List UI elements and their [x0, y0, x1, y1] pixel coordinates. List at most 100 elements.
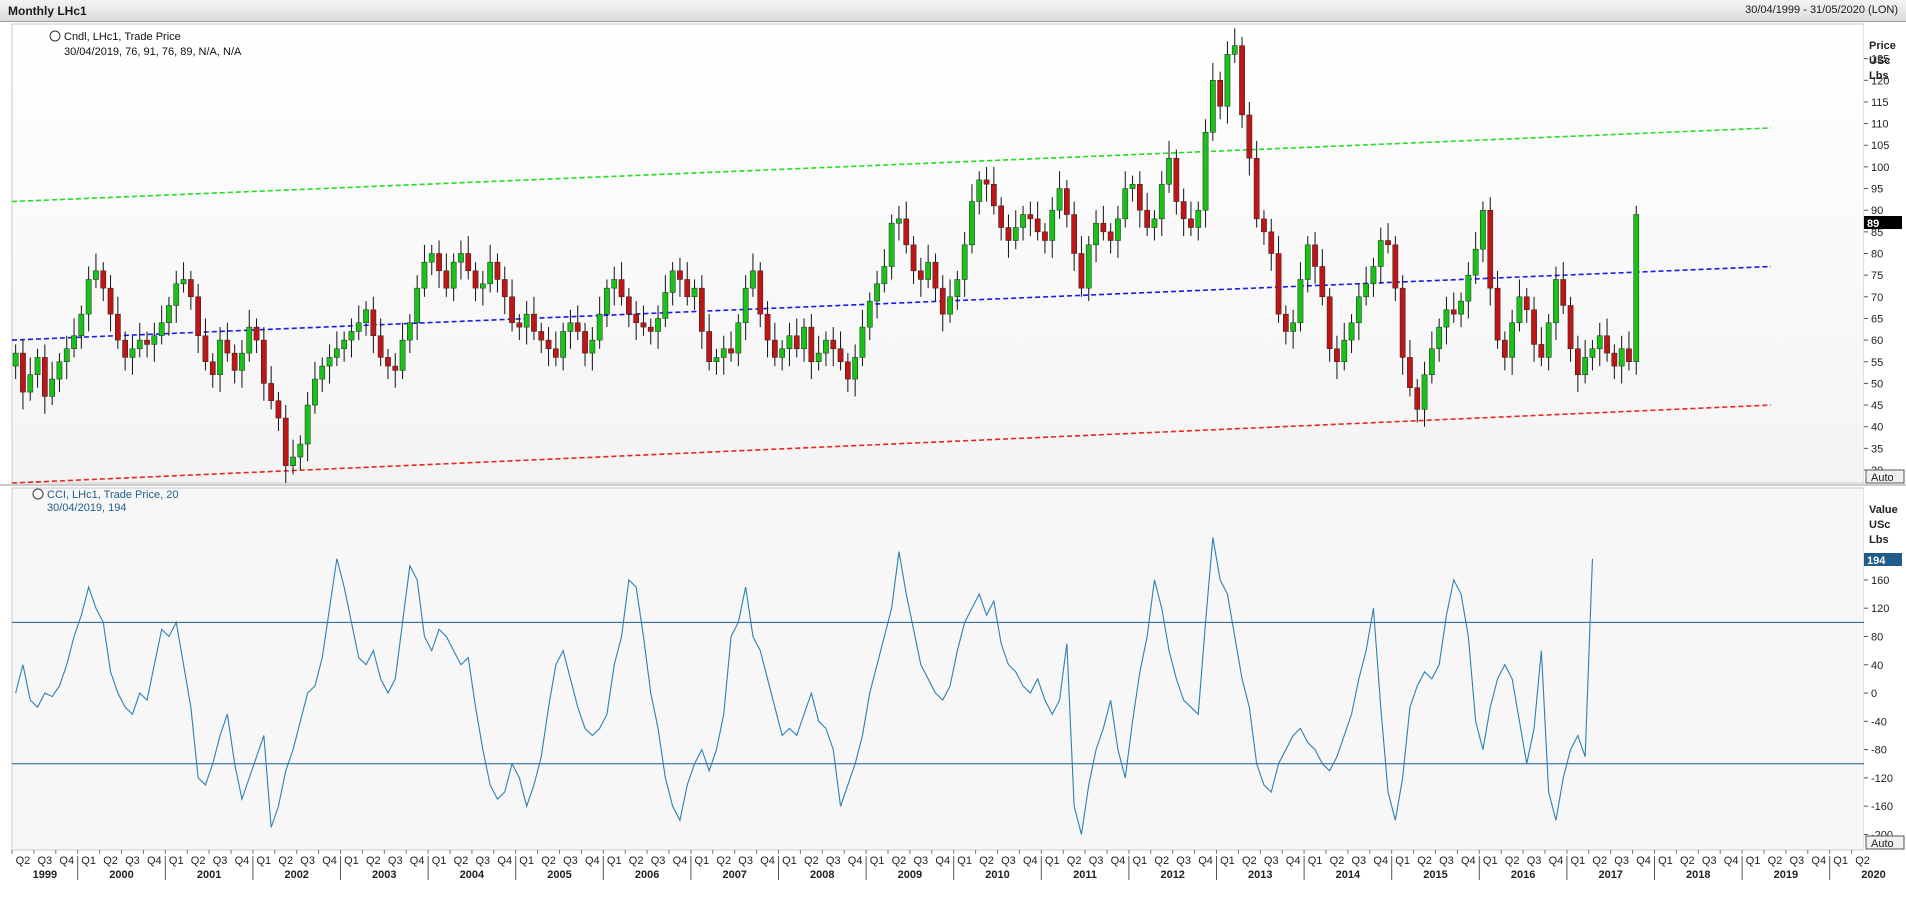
- price-legend-icon[interactable]: [49, 30, 61, 42]
- quarter-label: Q4: [497, 855, 512, 867]
- quarter-label: Q3: [125, 855, 140, 867]
- candle-body: [27, 374, 34, 393]
- quarter-label: Q4: [1111, 855, 1126, 867]
- quarter-label: Q3: [1790, 855, 1805, 867]
- quarter-label: Q2: [1242, 855, 1257, 867]
- cci-legend-icon[interactable]: [32, 488, 44, 500]
- quarter-label: Q1: [81, 855, 96, 867]
- price-ytick-label: 70: [1871, 292, 1883, 304]
- candle-body: [1042, 231, 1048, 241]
- quarter-label: Q2: [366, 855, 381, 867]
- year-label: 2016: [1511, 869, 1535, 881]
- candle-body: [757, 270, 764, 315]
- candle-body: [377, 335, 384, 358]
- candle-body: [1399, 287, 1406, 358]
- trend-line-middle: [11, 265, 1772, 341]
- quarter-label: Q1: [1045, 855, 1060, 867]
- price-legend[interactable]: Cndl, LHc1, Trade Price 30/04/2019, 76, …: [49, 30, 242, 58]
- candle-body: [494, 261, 501, 280]
- candle-body: [1188, 218, 1194, 228]
- cci-legend[interactable]: CCI, LHc1, Trade Price, 20 30/04/2019, 1…: [32, 488, 178, 514]
- candle-body: [1217, 80, 1224, 107]
- candle-body: [1085, 244, 1092, 289]
- candle-body: [596, 313, 603, 341]
- quarter-label: Q2: [278, 855, 293, 867]
- candle-body: [684, 279, 691, 298]
- cci-auto-button[interactable]: Auto: [1865, 835, 1905, 850]
- candle-body: [611, 279, 618, 289]
- candle-body: [1034, 218, 1041, 233]
- price-last-badge: [1864, 216, 1902, 229]
- candle-body: [735, 322, 742, 354]
- candle-body: [881, 266, 888, 285]
- candle-body: [538, 331, 545, 341]
- candle-body: [1100, 222, 1107, 233]
- candle-body: [932, 261, 939, 289]
- price-ytick-label: 115: [1871, 97, 1889, 109]
- candle-body: [1560, 279, 1567, 306]
- year-label: 2009: [898, 869, 922, 881]
- candle-body: [224, 339, 231, 354]
- price-axis-title-3: Lbs: [1869, 70, 1889, 82]
- candle-body: [173, 283, 180, 306]
- candle-body: [275, 400, 282, 419]
- cci-ytick-label: 80: [1871, 631, 1883, 643]
- year-label: 2014: [1336, 869, 1361, 881]
- candle-body: [290, 456, 296, 466]
- quarter-label: Q4: [935, 855, 950, 867]
- cci-ytick-label: 40: [1871, 660, 1883, 672]
- candle-body: [837, 348, 844, 363]
- candle-body: [567, 322, 574, 332]
- year-label: 2018: [1686, 869, 1710, 881]
- quarter-label: Q2: [1505, 855, 1520, 867]
- candle-body: [1480, 209, 1486, 250]
- price-axis-bg: [1864, 24, 1906, 483]
- trend-line-lower: [11, 404, 1772, 484]
- candle-body: [472, 270, 479, 289]
- candle-body: [297, 443, 304, 458]
- year-label: 2010: [985, 869, 1009, 881]
- quarter-label: Q2: [716, 855, 731, 867]
- candle-body: [158, 322, 165, 337]
- year-label: 2017: [1598, 869, 1622, 881]
- candle-body: [1553, 279, 1559, 324]
- quarter-label: Q3: [1527, 855, 1542, 867]
- candle-body: [501, 279, 508, 298]
- candle-body: [574, 322, 581, 332]
- candle-body: [815, 352, 822, 363]
- chart-canvas[interactable]: 3035404550556065707580859095100105110115…: [0, 22, 1906, 899]
- price-ytick-label: 35: [1871, 443, 1883, 455]
- quarter-label: Q4: [1811, 855, 1826, 867]
- candle-body: [1268, 231, 1275, 254]
- quarter-label: Q3: [1702, 855, 1717, 867]
- candle-body: [1377, 240, 1384, 267]
- candle-body: [1005, 227, 1012, 241]
- quarter-label: Q2: [1154, 855, 1169, 867]
- candle-body: [516, 322, 523, 328]
- quarter-label: Q2: [979, 855, 994, 867]
- cci-axis-bg: [1864, 488, 1906, 850]
- quarter-label: Q4: [1023, 855, 1038, 867]
- candle-body: [1545, 322, 1552, 358]
- cci-ytick-label: 160: [1871, 575, 1889, 587]
- year-label: 2020: [1861, 869, 1885, 881]
- quarter-label: Q4: [673, 855, 688, 867]
- candle-body: [49, 378, 55, 397]
- price-auto-button[interactable]: Auto: [1865, 469, 1905, 484]
- candle-body: [1392, 244, 1399, 289]
- quarter-label: Q4: [410, 855, 425, 867]
- candle-body: [1144, 209, 1151, 228]
- candle-body: [355, 322, 362, 332]
- quarter-label: Q3: [1089, 855, 1104, 867]
- candle-body: [1239, 45, 1245, 116]
- quarter-label: Q1: [1220, 855, 1235, 867]
- quarter-label: Q2: [454, 855, 469, 867]
- price-axis-title-2: USc: [1869, 55, 1890, 67]
- candle-body: [1626, 348, 1632, 363]
- candle-body: [1319, 266, 1326, 298]
- quarter-label: Q4: [147, 855, 162, 867]
- candle-body: [1173, 157, 1180, 202]
- candle-body: [370, 309, 377, 337]
- candle-body: [976, 179, 983, 202]
- candle-body: [888, 222, 895, 267]
